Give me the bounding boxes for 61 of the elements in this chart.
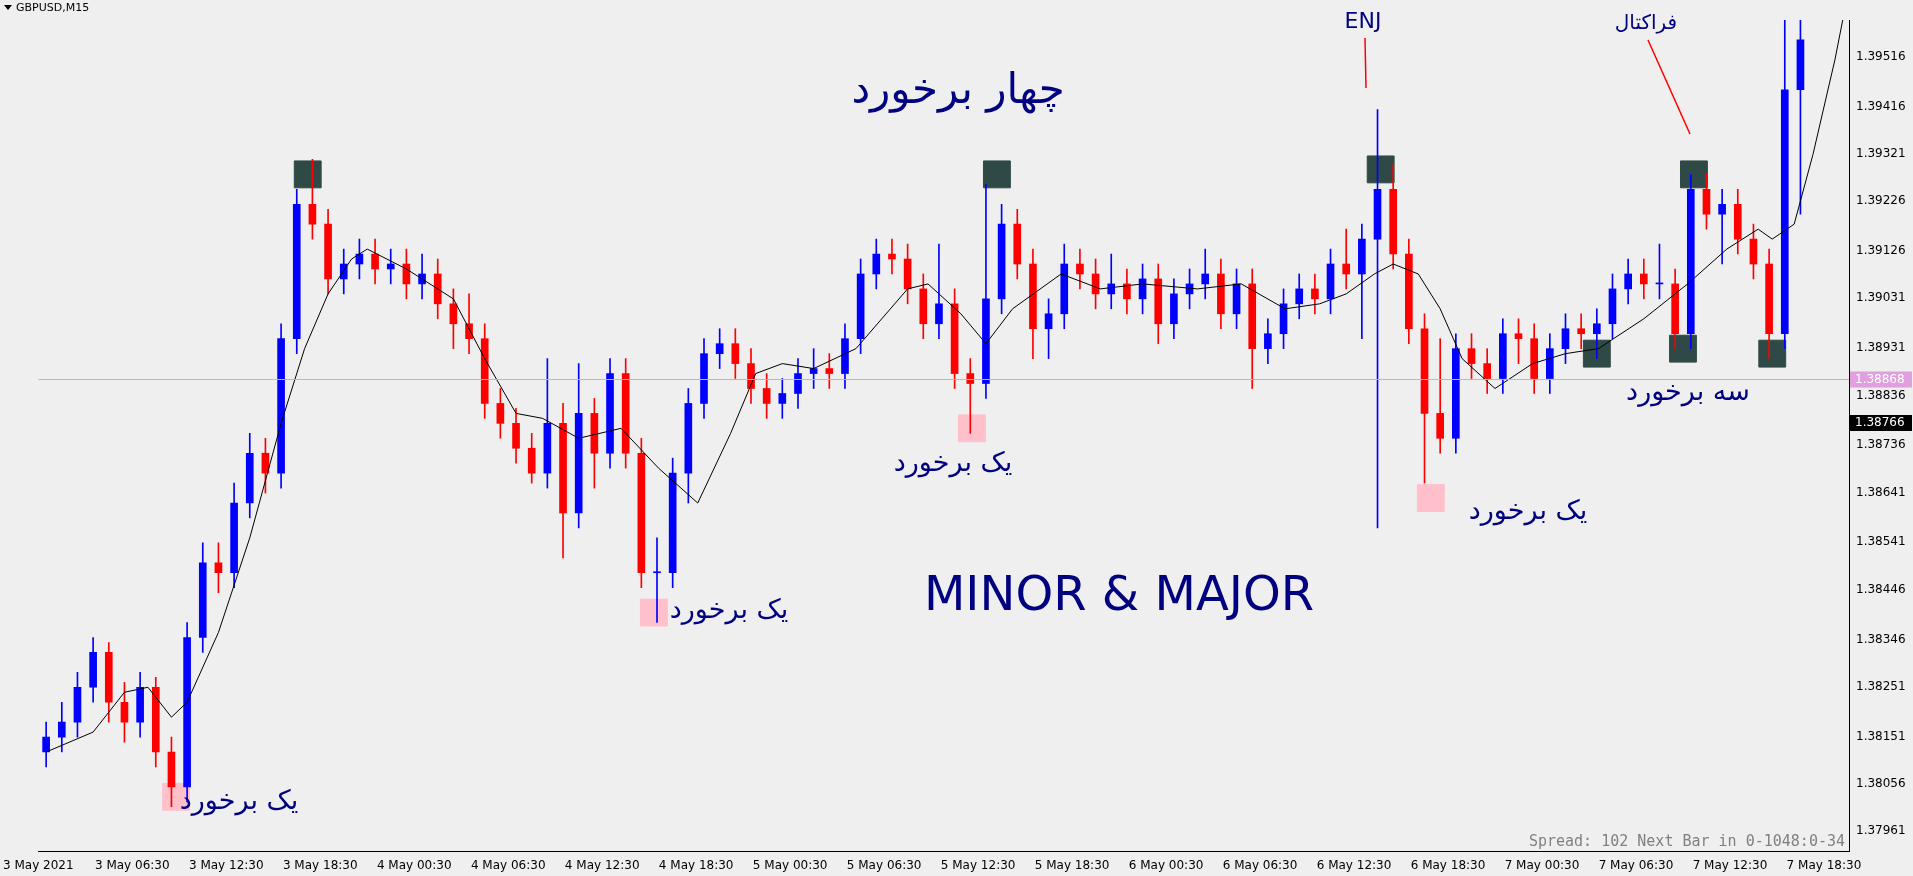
y-tick-label: 1.38641 <box>1856 484 1906 499</box>
point <box>1680 160 1708 189</box>
annotation: سه برخورد <box>1626 375 1750 408</box>
x-tick-label: 5 May 06:30 <box>846 857 922 872</box>
x-tick-label: 7 May 00:30 <box>1504 857 1580 872</box>
x-tick-label: 6 May 00:30 <box>1128 857 1204 872</box>
x-tick-label: 4 May 00:30 <box>376 857 452 872</box>
y-tick-label: 1.38056 <box>1856 776 1906 790</box>
text: 1.38766 <box>1855 415 1905 430</box>
x-tick-label: 5 May 18:30 <box>1034 857 1110 872</box>
annotation: یک برخورد <box>669 593 789 626</box>
point <box>639 598 668 627</box>
annotation: ENJ <box>1344 7 1382 33</box>
y-tick-label: 1.39031 <box>1856 290 1906 305</box>
y-tick-label: 1.38151 <box>1856 728 1906 743</box>
candlestick <box>653 537 661 623</box>
point <box>1669 334 1697 363</box>
point <box>982 160 1011 189</box>
x-tick-label: 4 May 12:30 <box>564 857 640 872</box>
annotation: یک برخورد <box>179 784 299 817</box>
x-tick-label: 6 May 12:30 <box>1316 857 1392 872</box>
y-tick-label: 1.38736 <box>1856 437 1906 452</box>
x-tick-label: 3 May 06:30 <box>94 857 170 872</box>
x-tick-label: 3 May 12:30 <box>188 857 264 872</box>
y-tick-label: 1.39321 <box>1856 146 1906 161</box>
point <box>1416 484 1445 512</box>
x-tick-label: 4 May 06:30 <box>470 857 546 872</box>
x-tick-label: 5 May 12:30 <box>940 857 1016 872</box>
point <box>1366 155 1395 184</box>
y-tick-label: 1.38446 <box>1856 581 1906 596</box>
y-tick-label: 1.37961 <box>1856 823 1906 838</box>
point <box>293 160 322 189</box>
annotation: Spread: 102 Next Bar in 0-1048:0-34 <box>1528 831 1845 850</box>
y-tick-label: 1.38836 <box>1856 387 1906 402</box>
x-tick-label: 7 May 06:30 <box>1598 857 1674 872</box>
y-tick-label: 1.38541 <box>1856 534 1906 549</box>
x-tick-label: 4 May 18:30 <box>658 857 734 872</box>
annotation: چهار برخورد <box>851 63 1065 114</box>
y-tick-label: 1.39126 <box>1856 243 1906 258</box>
x-tick-label: 3 May 2021 <box>2 857 74 872</box>
y-tick-label: 1.38346 <box>1856 631 1906 646</box>
y-tick-label: 1.39516 <box>1856 48 1906 63</box>
point <box>957 414 986 443</box>
annotation: یک برخورد <box>893 446 1013 479</box>
annotation: MINOR & MAJOR <box>923 565 1315 622</box>
y-tick-label: 1.38931 <box>1856 340 1906 355</box>
x-tick-label: 6 May 18:30 <box>1410 857 1486 872</box>
y-tick-label: 1.38251 <box>1856 678 1906 693</box>
x-tick-label: 7 May 18:30 <box>1786 857 1862 872</box>
ref-line-label: 1.38868 <box>1855 371 1905 386</box>
x-tick-label: 3 May 18:30 <box>282 857 358 872</box>
chart-title: GBPUSD,M15 <box>16 1 90 14</box>
point <box>1758 339 1787 368</box>
point <box>1582 339 1611 368</box>
annotation: فراکتال <box>1614 10 1678 35</box>
x-tick-label: 5 May 00:30 <box>752 857 828 872</box>
x-tick-label: 6 May 06:30 <box>1222 857 1298 872</box>
annotation: یک برخورد <box>1468 494 1588 527</box>
y-tick-label: 1.39226 <box>1856 193 1906 208</box>
y-tick-label: 1.39416 <box>1856 98 1906 113</box>
x-tick-label: 7 May 12:30 <box>1692 857 1768 872</box>
